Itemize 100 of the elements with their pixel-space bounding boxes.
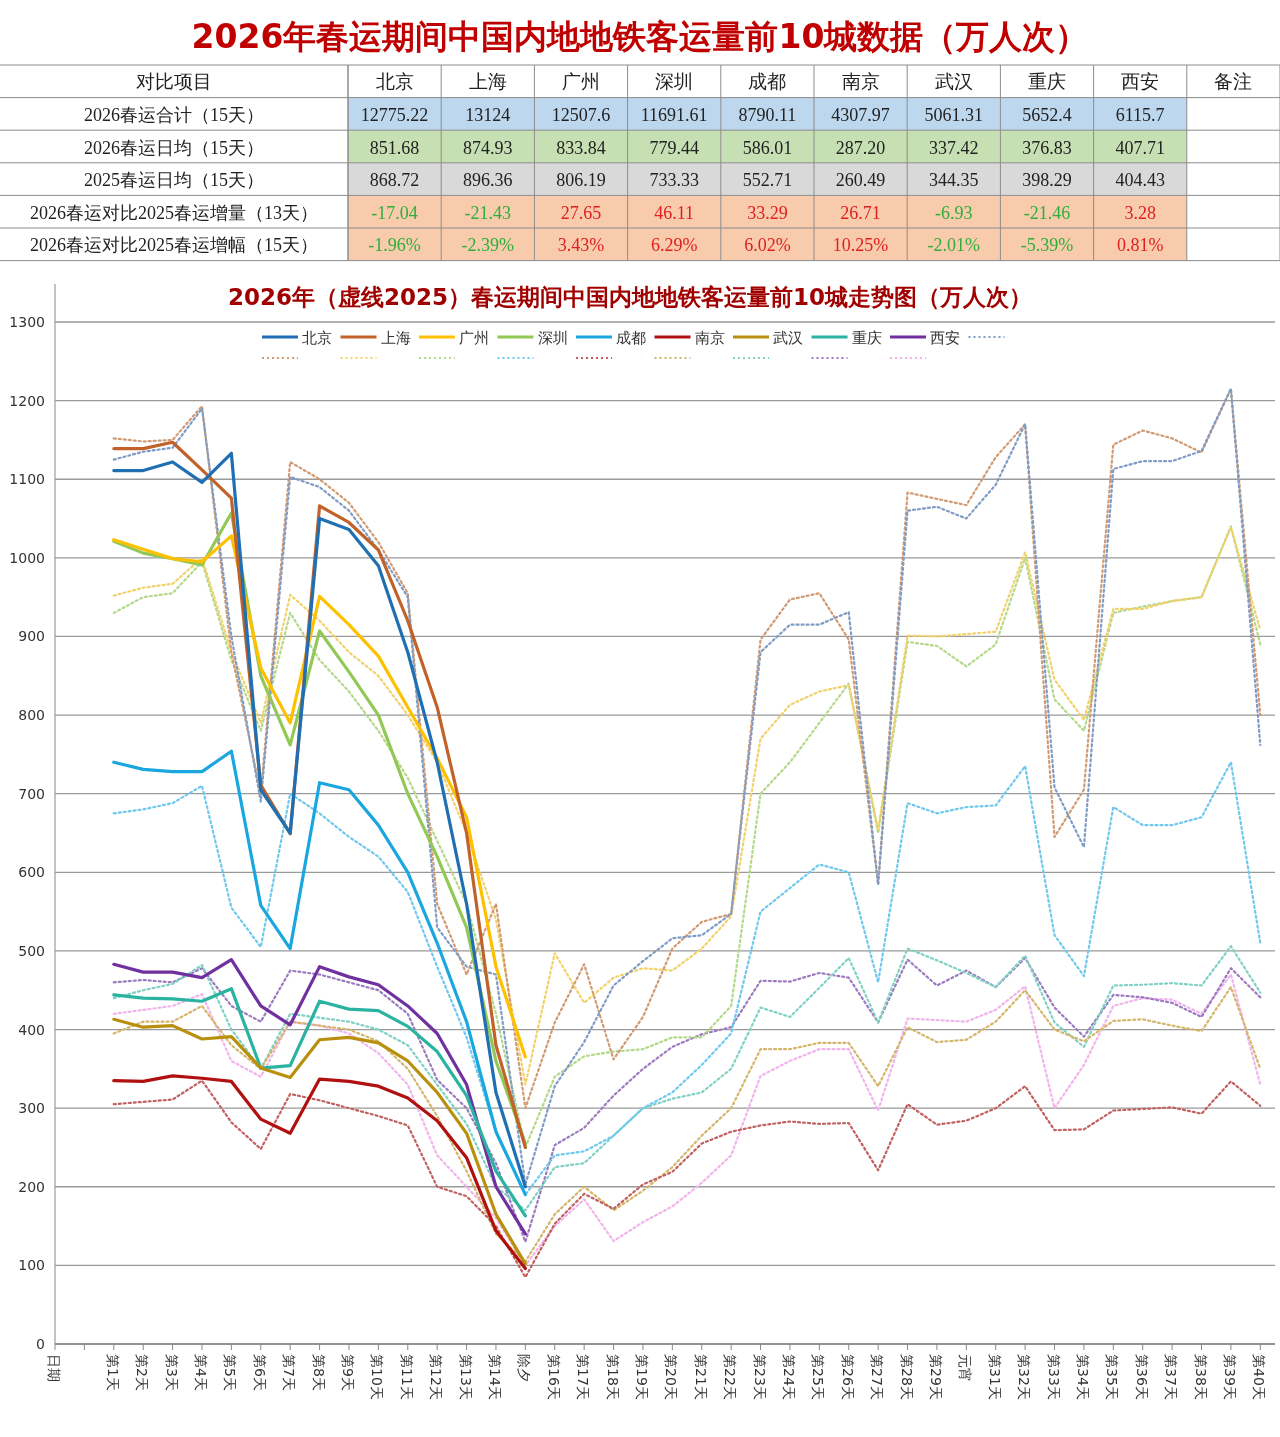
legend-label: 西安 bbox=[930, 329, 960, 347]
x-tick-label: 元宵 bbox=[957, 1354, 974, 1382]
y-tick-label: 400 bbox=[18, 1021, 45, 1038]
x-tick-label: 第20天 bbox=[663, 1354, 680, 1400]
data-label: 344.35 bbox=[929, 170, 979, 191]
data-label: 287.20 bbox=[835, 137, 886, 158]
data-label: 896.36 bbox=[463, 170, 513, 191]
legend-label: 重庆 bbox=[851, 329, 882, 347]
data-label: -5.39% bbox=[1020, 235, 1074, 256]
data-label: 13124 bbox=[465, 104, 511, 125]
y-tick-label: 2026春运合计（15天） bbox=[84, 104, 264, 125]
data-label: 376.83 bbox=[1022, 137, 1072, 158]
x-tick-label: 第22天 bbox=[722, 1354, 739, 1400]
data-label: 46.11 bbox=[654, 202, 695, 223]
x-tick-label: 第16天 bbox=[545, 1354, 562, 1400]
x-tick-label: 第18天 bbox=[604, 1354, 621, 1400]
data-label: 11691.61 bbox=[640, 104, 708, 125]
line-series bbox=[112, 1079, 1262, 1279]
x-tick-label: 第6天 bbox=[251, 1354, 268, 1391]
y-tick-label: 500 bbox=[18, 942, 45, 959]
legend-label: 南京 bbox=[694, 329, 725, 347]
data-label: 874.93 bbox=[463, 137, 513, 158]
data-label: 398.29 bbox=[1022, 170, 1072, 191]
legend-label: 广州 bbox=[459, 329, 489, 347]
x-tick-label: 第2天 bbox=[134, 1354, 151, 1391]
x-tick-label: 第29天 bbox=[927, 1354, 944, 1400]
data-label: 33.29 bbox=[747, 202, 788, 223]
y-tick-label: 200 bbox=[18, 1178, 45, 1195]
data-label: 8790.11 bbox=[738, 104, 797, 125]
x-tick-label: 第32天 bbox=[1016, 1354, 1033, 1400]
y-tick-label: 0 bbox=[36, 1336, 45, 1352]
x-tick-label: 第28天 bbox=[898, 1354, 915, 1400]
x-tick-label: 第11天 bbox=[398, 1354, 415, 1400]
legend-label: 武汉 bbox=[773, 329, 803, 347]
data-label: 26.71 bbox=[840, 202, 881, 223]
line-series bbox=[112, 1074, 527, 1271]
x-tick-label: 第26天 bbox=[839, 1354, 856, 1400]
y-tick-label: 700 bbox=[18, 785, 45, 802]
x-tick-label: 第17天 bbox=[575, 1354, 592, 1400]
y-tick-label: 1300 bbox=[9, 314, 45, 330]
x-tick-label: 第10天 bbox=[369, 1354, 386, 1400]
legend-label: 成都 bbox=[616, 329, 646, 347]
data-label: 337.42 bbox=[929, 137, 979, 158]
x-tick-label: 日期 bbox=[46, 1354, 62, 1382]
x-tick-label: 第1天 bbox=[104, 1354, 121, 1391]
x-tick-label: 第3天 bbox=[163, 1354, 180, 1391]
data-label: 6.02% bbox=[744, 235, 791, 256]
x-tick-label: 第34天 bbox=[1074, 1354, 1091, 1400]
data-label: 868.72 bbox=[369, 170, 420, 191]
x-tick-label: 第38天 bbox=[1192, 1354, 1209, 1400]
data-label: 806.19 bbox=[556, 170, 606, 191]
data-label: 27.65 bbox=[560, 202, 602, 223]
x-tick-label: 第40天 bbox=[1251, 1354, 1268, 1400]
x-tick-label: 第13天 bbox=[457, 1354, 474, 1400]
line-series bbox=[112, 761, 1262, 1196]
data-label: -21.46 bbox=[1023, 202, 1071, 223]
x-tick-label: 武汉 bbox=[934, 71, 973, 93]
data-label: 404.43 bbox=[1115, 170, 1165, 191]
legend-label: 深圳 bbox=[537, 329, 568, 347]
x-tick-label: 第19天 bbox=[633, 1354, 650, 1400]
chart-title: 2026年春运期间中国内地地铁客运量前10城数据（万人次） bbox=[191, 17, 1089, 56]
data-label: 6.29% bbox=[650, 235, 698, 256]
data-label: 833.84 bbox=[556, 137, 606, 158]
data-label: 6115.7 bbox=[1115, 104, 1165, 125]
line-series bbox=[112, 749, 527, 1197]
y-tick-label: 1100 bbox=[9, 471, 45, 488]
y-axis-title: 对比项目 bbox=[136, 71, 212, 93]
y-tick-label: 2025春运日均（15天） bbox=[84, 170, 264, 191]
y-tick-label: 2026春运对比2025春运增量（13天） bbox=[30, 202, 318, 223]
y-tick-label: 1200 bbox=[9, 392, 45, 409]
y-tick-label: 300 bbox=[18, 1100, 45, 1117]
data-label: -2.39% bbox=[461, 235, 515, 256]
x-tick-label: 第4天 bbox=[192, 1354, 209, 1391]
x-tick-label: 成都 bbox=[748, 71, 787, 93]
data-label: 779.44 bbox=[649, 137, 699, 158]
y-tick-label: 2026春运日均（15天） bbox=[84, 137, 264, 158]
x-tick-label: 上海 bbox=[468, 71, 507, 93]
y-tick-label: 600 bbox=[18, 864, 45, 881]
data-label: -1.96% bbox=[368, 235, 421, 256]
x-tick-label: 除夕 bbox=[516, 1354, 533, 1382]
data-label: 5652.4 bbox=[1022, 104, 1072, 125]
data-label: 10.25% bbox=[832, 235, 889, 256]
x-tick-label: 重庆 bbox=[1028, 71, 1066, 93]
x-tick-label: 第27天 bbox=[869, 1354, 886, 1400]
data-label: 0.81% bbox=[1116, 235, 1164, 256]
x-tick-label: 第36天 bbox=[1133, 1354, 1150, 1400]
x-tick-label: 第7天 bbox=[281, 1354, 298, 1391]
x-tick-label: 第35天 bbox=[1104, 1354, 1121, 1400]
data-label: 586.01 bbox=[742, 137, 793, 158]
data-label: 260.49 bbox=[835, 170, 886, 191]
x-tick-label: 第23天 bbox=[751, 1354, 768, 1400]
x-tick-label: 第33天 bbox=[1045, 1354, 1062, 1400]
x-tick-label: 第14天 bbox=[486, 1354, 503, 1400]
y-tick-label: 1000 bbox=[9, 549, 45, 566]
x-tick-label: 第12天 bbox=[428, 1354, 445, 1400]
x-tick-label: 深圳 bbox=[655, 71, 694, 93]
line-series bbox=[112, 534, 527, 1059]
y-tick-label: 2026春运对比2025春运增幅（15天） bbox=[30, 235, 318, 256]
x-tick-label: 南京 bbox=[841, 71, 880, 93]
line-series bbox=[112, 987, 527, 1218]
